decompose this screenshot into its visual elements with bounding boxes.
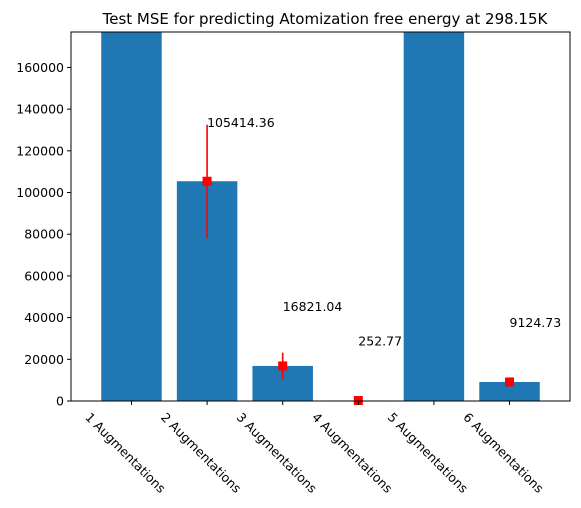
bar <box>403 32 465 401</box>
y-tick-label: 100000 <box>16 185 64 200</box>
error-bars-layer <box>202 124 515 405</box>
value-label: 252.77 <box>358 333 402 348</box>
bars-layer <box>101 32 540 401</box>
bar <box>101 32 162 401</box>
y-tick-label: 60000 <box>24 268 64 283</box>
value-labels-layer: 105414.36 16821.04 252.77 9124.73 <box>207 115 561 349</box>
x-tick-label: 1 Augmentations <box>82 410 168 496</box>
x-tick-label: 3 Augmentations <box>234 410 320 496</box>
error-marker <box>202 176 212 186</box>
error-marker <box>505 377 515 387</box>
error-marker <box>278 361 288 371</box>
y-tick-label: 140000 <box>16 102 64 117</box>
y-tick-label: 40000 <box>24 310 64 325</box>
value-label: 105414.36 <box>207 115 275 130</box>
y-axis: 0 20000 40000 60000 80000 100000 120000 140000 1… <box>16 60 71 409</box>
chart-title: Test MSE for predicting Atomization free… <box>102 10 549 28</box>
bar <box>479 381 540 401</box>
y-tick-label: 120000 <box>16 143 64 158</box>
y-tick-label: 160000 <box>16 60 64 75</box>
x-tick-label: 4 Augmentations <box>309 410 395 496</box>
x-tick-label: 6 Augmentations <box>460 410 546 496</box>
y-tick-label: 0 <box>56 394 64 409</box>
y-tick-label: 20000 <box>24 352 64 367</box>
x-tick-label: 2 Augmentations <box>158 410 244 496</box>
value-label: 9124.73 <box>510 315 562 330</box>
value-label: 16821.04 <box>283 299 343 314</box>
y-tick-label: 80000 <box>24 227 64 242</box>
error-marker <box>353 395 363 405</box>
plot-frame <box>70 31 571 402</box>
x-tick-label: 5 Augmentations <box>385 410 471 496</box>
